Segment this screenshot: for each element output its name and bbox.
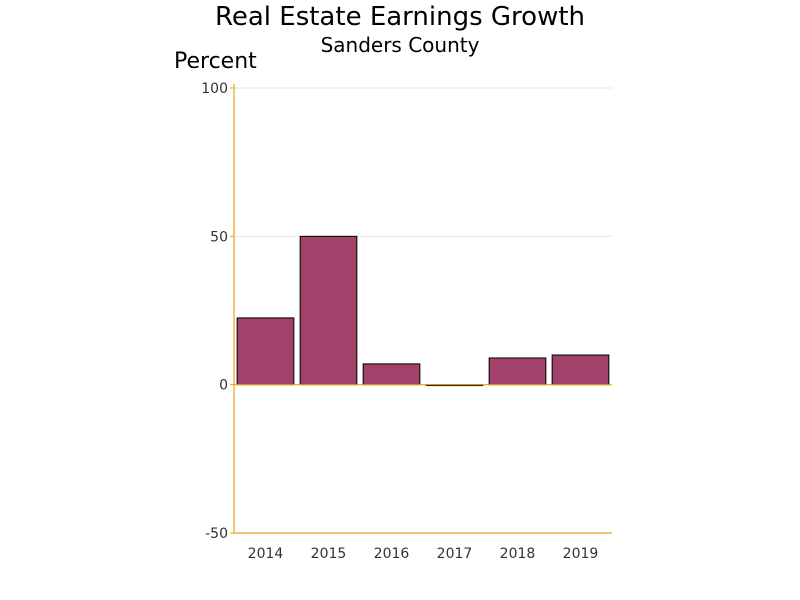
axes xyxy=(233,84,612,534)
y-tick-label-50: 50 xyxy=(210,229,228,245)
x-tick-label-2017: 2017 xyxy=(437,546,473,562)
bar-2015 xyxy=(299,235,358,386)
x-tick-label-2014: 2014 xyxy=(248,546,284,562)
x-tick-label-2016: 2016 xyxy=(374,546,410,562)
bar-2014 xyxy=(236,317,295,386)
bar-2019 xyxy=(551,354,610,386)
x-tick-label-2015: 2015 xyxy=(311,546,347,562)
y-tick-label-0: 0 xyxy=(219,378,228,394)
gridlines xyxy=(234,87,612,237)
x-axis-ticks: 2014 2015 2016 2017 2018 2019 xyxy=(248,546,599,562)
x-tick-label-2018: 2018 xyxy=(500,546,536,562)
bar-2018 xyxy=(488,357,547,386)
x-tick-label-2019: 2019 xyxy=(563,546,599,562)
y-axis-label: Percent xyxy=(174,49,257,74)
bars xyxy=(236,235,610,387)
bar-2016 xyxy=(362,363,421,386)
chart-subtitle: Sanders County xyxy=(321,33,480,57)
y-axis-ticks: -50 0 50 100 xyxy=(201,81,234,542)
chart-title: Real Estate Earnings Growth xyxy=(215,2,585,32)
y-tick-label--50: -50 xyxy=(205,526,228,542)
y-tick-label-100: 100 xyxy=(201,81,228,97)
